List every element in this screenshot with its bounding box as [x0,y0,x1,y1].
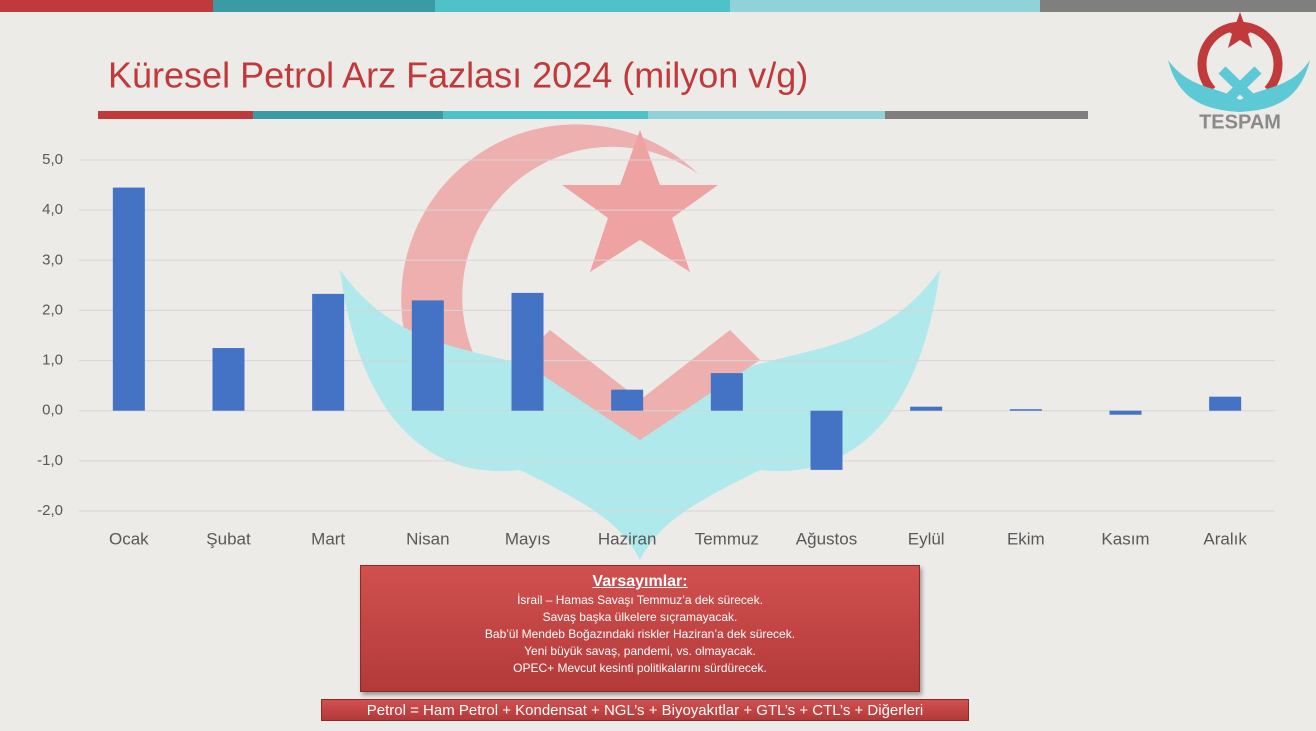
footnote: Petrol = Ham Petrol + Kondensat + NGL’s … [321,699,969,721]
y-tick-label: 0,0 [42,402,63,419]
title-underline [98,111,1088,119]
x-tick-label: Kasım [1101,529,1149,548]
x-tick-label: Nisan [406,529,449,548]
plot: -2,0 -1,0 0,0 1,0 2,0 3,0 4,0 5,0 Ocak Şubat Mart N… [37,151,1275,548]
bar [910,406,943,411]
top-strip [0,0,1316,12]
x-tick-label: Haziran [598,529,657,548]
bar [710,373,743,411]
assumptions-lines: İsrail – Hamas Savaşı Temmuz’a dek sürec… [361,592,919,677]
x-tick-label: Şubat [206,529,251,548]
bar [212,348,245,411]
chart-title: Küresel Petrol Arz Fazlası 2024 (milyon … [108,55,808,96]
logo: TESPAM [1168,12,1310,133]
assumption-line: Bab’ül Mendeb Boğazındaki riskler Hazira… [484,627,796,641]
x-tick-label: Mayıs [505,529,550,548]
logo-text: TESPAM [1199,111,1281,133]
assumption-line: OPEC+ Mevcut kesinti politikalarını sürd… [513,661,767,675]
assumptions-box: Varsayımlar: İsrail – Hamas Savaşı Temmu… [360,565,920,692]
bar [611,389,644,411]
x-tick-label: Ocak [109,529,149,548]
assumption-line: İsrail – Hamas Savaşı Temmuz’a dek sürec… [517,593,763,607]
y-tick-label: 5,0 [42,151,63,168]
bar [1109,410,1142,415]
assumption-line: Savaş başka ülkelere sıçramayacak. [542,610,738,624]
y-tick-label: 1,0 [42,352,63,369]
bar [810,410,843,470]
x-tick-label: Ağustos [796,529,857,548]
y-tick-label: -2,0 [37,502,63,519]
assumptions-heading: Varsayımlar: [592,573,688,590]
y-tick-label: 4,0 [42,201,63,218]
x-tick-label: Mart [311,529,345,548]
x-tick-label: Eylül [908,529,945,548]
y-tick-label: -1,0 [37,452,63,469]
assumption-line: Yeni büyük savaş, pandemi, vs. olmayacak… [524,644,756,658]
x-tick-label: Ekim [1007,529,1045,548]
x-tick-label: Temmuz [695,529,759,548]
x-tick-label: Aralık [1203,529,1247,548]
bar [1009,409,1042,411]
bar [511,292,544,411]
y-tick-label: 3,0 [42,251,63,268]
bar [112,187,145,411]
bar [312,293,345,411]
bar [411,300,444,411]
y-tick-label: 2,0 [42,301,63,318]
bar [1209,396,1242,411]
